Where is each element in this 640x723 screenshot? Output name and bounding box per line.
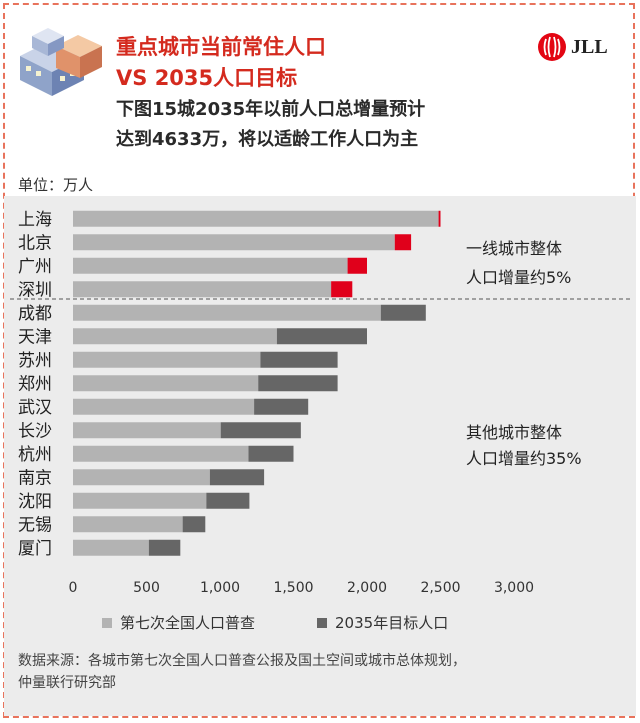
bar-target-13	[182, 516, 206, 533]
bar-census-3	[73, 281, 332, 298]
unit-label: 单位：万人	[18, 176, 94, 194]
category-label-10: 杭州	[18, 445, 52, 465]
category-label-12: 沈阳	[18, 492, 52, 512]
category-label-7: 郑州	[18, 374, 52, 394]
x-tick-label-6: 3,000	[494, 580, 534, 596]
bar-census-7	[73, 375, 259, 392]
legend-item-census: 第七次全国人口普查	[102, 612, 255, 633]
bar-target-14	[148, 539, 181, 556]
annotation-tier1-line2: 人口增量约5%	[466, 268, 571, 287]
chart-subtitle: 下图15城2035年以前人口总增量预计 达到4633万，将以适龄工作人口为主	[116, 95, 425, 155]
bar-target-8	[254, 398, 309, 415]
bar-target-4	[380, 304, 426, 321]
annotation-other-line2: 人口增量约35%	[466, 449, 582, 468]
category-label-4: 成都	[18, 304, 52, 324]
bar-target-9	[220, 422, 301, 439]
bar-census-14	[73, 539, 149, 556]
bar-target-10	[248, 445, 294, 462]
category-label-8: 武汉	[18, 398, 52, 418]
x-tick-label-5: 2,500	[420, 580, 460, 596]
title-line2: VS 2035人口目标	[116, 66, 298, 90]
x-tick-label-2: 1,000	[200, 580, 240, 596]
bar-census-9	[73, 422, 221, 439]
bar-census-10	[73, 445, 249, 462]
annotation-tier1-line1: 一线城市整体	[466, 239, 562, 258]
x-tick-label-0: 0	[69, 580, 78, 596]
category-label-13: 无锡	[18, 515, 52, 535]
source-note: 数据来源：各城市第七次全国人口普查公报及国土空间或城市总体规划， 仲量联行研究部	[18, 650, 618, 694]
bar-census-1	[73, 234, 395, 251]
bar-census-11	[73, 469, 210, 486]
category-label-5: 天津	[18, 327, 52, 347]
category-label-0: 上海	[18, 210, 52, 230]
jll-logo: JLL	[537, 32, 608, 62]
logo-text: JLL	[571, 35, 608, 58]
bar-target-11	[209, 469, 265, 486]
legend-item-target: 2035年目标人口	[317, 612, 448, 633]
category-label-3: 深圳	[18, 280, 52, 300]
source-line1: 数据来源：各城市第七次全国人口普查公报及国土空间或城市总体规划，	[18, 653, 466, 669]
bar-target-7	[258, 375, 338, 392]
bar-census-8	[73, 398, 255, 415]
bar-census-2	[73, 257, 348, 274]
subtitle-line2: 达到4633万，将以适龄工作人口为主	[116, 129, 419, 150]
chart-title: 重点城市当前常住人口 VS 2035人口目标	[116, 32, 326, 94]
category-label-6: 苏州	[18, 351, 52, 371]
bar-census-5	[73, 328, 277, 345]
annotation-other-line1: 其他城市整体	[466, 423, 562, 442]
title-line1: 重点城市当前常住人口	[116, 35, 326, 59]
legend-swatch-target	[317, 617, 328, 628]
legend: 第七次全国人口普查 2035年目标人口	[102, 612, 510, 633]
category-label-9: 长沙	[18, 421, 52, 441]
category-label-2: 广州	[18, 257, 52, 277]
source-line2: 仲量联行研究部	[18, 675, 116, 691]
category-label-14: 厦门	[18, 539, 52, 559]
legend-label-census: 第七次全国人口普查	[120, 614, 256, 632]
bar-census-13	[73, 516, 183, 533]
bar-census-12	[73, 492, 207, 509]
bar-target-2	[347, 257, 367, 274]
bar-target-5	[276, 328, 367, 345]
legend-swatch-census	[102, 617, 112, 628]
bar-target-0	[438, 210, 441, 227]
legend-label-target: 2035年目标人口	[335, 614, 449, 632]
bar-target-12	[206, 492, 250, 509]
bar-census-4	[73, 304, 381, 321]
bar-census-6	[73, 351, 261, 368]
buildings-illustration	[20, 28, 102, 96]
bar-census-0	[73, 210, 439, 227]
bar-target-1	[394, 234, 412, 251]
subtitle-line1: 下图15城2035年以前人口总增量预计	[116, 99, 426, 120]
category-label-11: 南京	[18, 468, 52, 488]
bar-target-3	[331, 281, 353, 298]
category-label-1: 北京	[18, 233, 52, 253]
x-tick-label-4: 2,000	[347, 580, 387, 596]
bar-target-6	[260, 351, 338, 368]
x-tick-label-1: 500	[133, 580, 160, 596]
jll-mark-icon	[538, 33, 566, 61]
x-tick-label-3: 1,500	[273, 580, 313, 596]
